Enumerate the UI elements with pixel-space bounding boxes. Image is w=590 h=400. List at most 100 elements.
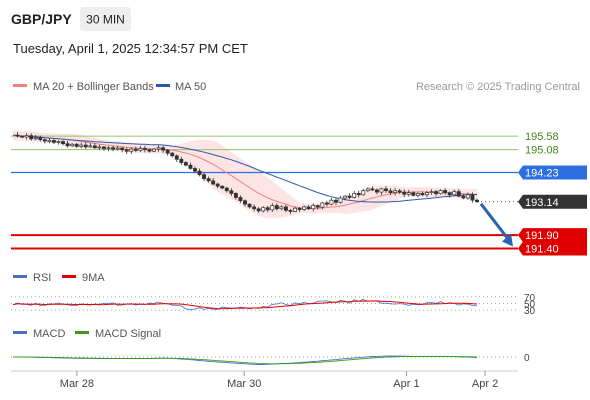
level-tag-bg-191.40	[518, 241, 587, 256]
candle-body-down	[470, 194, 475, 201]
candle	[279, 205, 284, 211]
rsi-level-label-30: 30	[524, 306, 536, 317]
candle	[343, 195, 348, 201]
candle	[374, 188, 379, 195]
candle-body-up	[115, 147, 120, 150]
candle	[29, 133, 34, 141]
candle	[233, 192, 238, 200]
candle-body-up	[79, 144, 84, 147]
candle	[20, 135, 25, 139]
candle	[393, 188, 398, 196]
x-axis: Mar 28 Mar 30 Apr 1 Apr 2	[60, 371, 498, 390]
candle-body-down	[215, 183, 220, 187]
candle-body-up	[465, 194, 470, 199]
candle-body-up	[429, 191, 434, 193]
candle	[102, 146, 106, 151]
candle-body-down	[51, 140, 56, 143]
candle	[238, 195, 243, 203]
candle-body-down	[274, 205, 279, 210]
level-tag-191.40: 191.40	[518, 241, 587, 256]
candle	[283, 204, 288, 213]
candle	[211, 177, 216, 186]
level-label-195.58: 195.58	[525, 131, 559, 143]
legend-rsi-9ma: 9MA	[82, 272, 105, 284]
candle	[429, 189, 434, 195]
candle-body-up	[311, 205, 316, 210]
candle-body-down	[206, 178, 211, 182]
candle	[243, 199, 247, 207]
candle	[38, 135, 43, 142]
candle	[51, 138, 56, 145]
legend-swatch-ma20-bollinger	[13, 84, 27, 87]
legend-swatch-macd	[13, 331, 27, 334]
candle-body-down	[297, 207, 302, 210]
candle-body-down	[475, 199, 479, 203]
candle-body-down	[265, 207, 270, 211]
level-label-195.08: 195.08	[525, 145, 559, 157]
candle-body-down	[256, 208, 261, 212]
level-tag-193.14: 193.14	[518, 194, 587, 209]
candle-body-down	[402, 191, 407, 195]
candle-body-down	[461, 195, 466, 199]
candle-body-down	[38, 137, 43, 141]
level-label-191.40: 191.40	[525, 244, 559, 256]
candle	[138, 145, 143, 152]
candle-body-down	[233, 193, 238, 198]
candle	[188, 162, 193, 170]
candle	[411, 191, 416, 197]
candle	[475, 198, 479, 203]
candle-body-down	[161, 147, 166, 151]
x-tick-label: Mar 30	[227, 378, 261, 390]
candle-body-up	[270, 205, 275, 211]
candle-body-down	[83, 144, 88, 148]
x-tick-label: Apr 2	[472, 378, 498, 390]
candle	[356, 190, 361, 198]
candle-body-down	[165, 149, 170, 154]
candle-body-down	[42, 139, 47, 142]
legend-ma50: MA 50	[175, 81, 206, 93]
candle-body-down	[411, 192, 416, 196]
candle-body-up	[438, 190, 443, 195]
candle	[320, 201, 325, 210]
candle-body-up	[152, 148, 156, 152]
level-tag-bg-194.23	[518, 165, 587, 180]
candle	[402, 189, 407, 197]
candle	[302, 205, 307, 212]
legend-swatch-macd-signal	[75, 331, 89, 334]
candle	[183, 161, 188, 167]
candle-body-down	[74, 143, 79, 147]
candle	[24, 132, 29, 140]
candle	[152, 148, 156, 153]
candle-body-down	[334, 199, 338, 203]
candle-body-up	[406, 192, 411, 195]
candle	[15, 132, 20, 138]
candle	[425, 190, 429, 198]
candle	[61, 140, 65, 146]
candle	[174, 154, 179, 163]
candle-body-down	[384, 188, 388, 192]
candle-body-down	[443, 190, 448, 193]
candle	[111, 145, 116, 152]
timeframe-badge[interactable]	[80, 7, 131, 31]
candle	[179, 156, 184, 166]
candle	[415, 192, 420, 198]
candle	[142, 145, 147, 153]
candle-body-up	[106, 147, 111, 150]
candle-body-down	[324, 202, 329, 205]
candle	[447, 191, 452, 198]
candle-body-up	[47, 140, 52, 142]
candle	[315, 204, 320, 210]
candle-body-down	[124, 149, 129, 152]
candle-body-up	[33, 137, 38, 140]
candle	[247, 203, 252, 209]
legend-macd-signal: MACD Signal	[95, 328, 161, 340]
candle-body-down	[306, 206, 311, 210]
legend-ma20-bollinger: MA 20 + Bollinger Bands	[33, 81, 154, 93]
rsi-level-label-50: 50	[524, 300, 536, 311]
candle	[470, 192, 475, 203]
candle	[42, 138, 47, 144]
level-tag-bg-191.90	[518, 228, 587, 243]
candle-body-up	[365, 188, 370, 192]
symbol-title: GBP/JPY	[11, 11, 72, 27]
